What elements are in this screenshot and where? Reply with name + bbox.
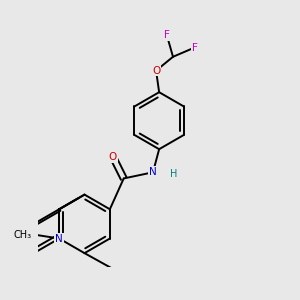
Text: H: H [170,169,177,179]
Text: O: O [152,66,160,76]
Text: N: N [149,167,157,177]
Text: N: N [55,233,63,244]
Text: CH₃: CH₃ [13,230,32,240]
Text: F: F [192,43,197,52]
Text: O: O [109,152,117,162]
Text: F: F [164,30,170,40]
